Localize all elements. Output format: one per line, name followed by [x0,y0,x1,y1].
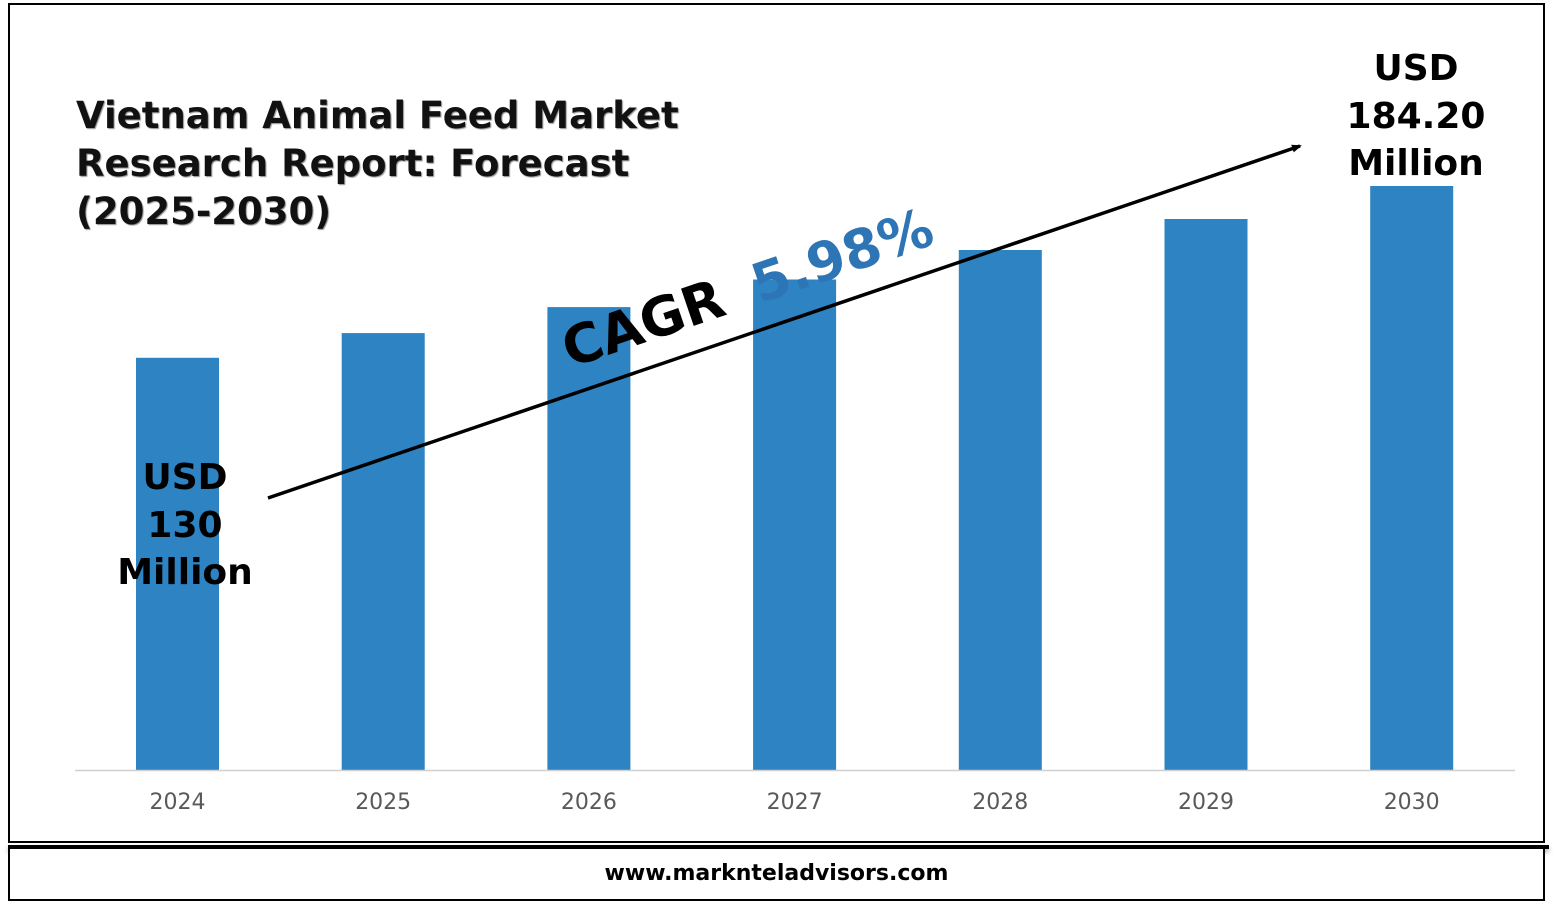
website-url: www.marknteladvisors.com [604,861,949,886]
x-tick-label-2025: 2025 [355,790,411,815]
bar-2029 [1164,219,1248,770]
bar-2030 [1370,186,1454,770]
bar-2024 [136,357,219,770]
start-label-line-2: 130 [147,505,222,546]
bar-2028 [958,250,1042,770]
end-label-line-1: USD [1373,48,1458,89]
x-tick-label-2027: 2027 [767,790,823,815]
cagr-value: 5.98% [743,196,941,316]
cagr-prefix: CAGR [554,267,733,381]
bar-2027 [753,279,837,770]
title-line-2: Research Report: Forecast [76,142,630,185]
cagr-arrow [267,144,1302,500]
bar-2026 [547,307,631,770]
start-value-label: USD 130 Million [117,457,253,593]
end-label-line-3: Million [1348,143,1484,184]
x-tick-label-2030: 2030 [1384,790,1440,815]
bar-2025 [341,333,425,770]
chart-title: Vietnam Animal Feed Market Research Repo… [76,92,696,236]
bars [136,186,1454,770]
end-value-label: USD 184.20 Million [1347,48,1486,184]
footer: www.marknteladvisors.com [8,849,1545,901]
start-label-line-1: USD [142,457,227,498]
x-tick-label-2029: 2029 [1178,790,1234,815]
end-label-line-2: 184.20 [1347,96,1486,137]
x-tick-label-2024: 2024 [150,790,206,815]
start-label-line-3: Million [117,552,253,593]
title-line-1: Vietnam Animal Feed Market [76,94,679,137]
title-line-3: (2025-2030) [76,190,332,233]
x-tick-label-2028: 2028 [972,790,1028,815]
footer-divider [8,845,1549,849]
x-tick-label-2026: 2026 [561,790,617,815]
x-axis-ticks: 2024 2025 2026 2027 2028 2029 2030 [150,790,1440,815]
